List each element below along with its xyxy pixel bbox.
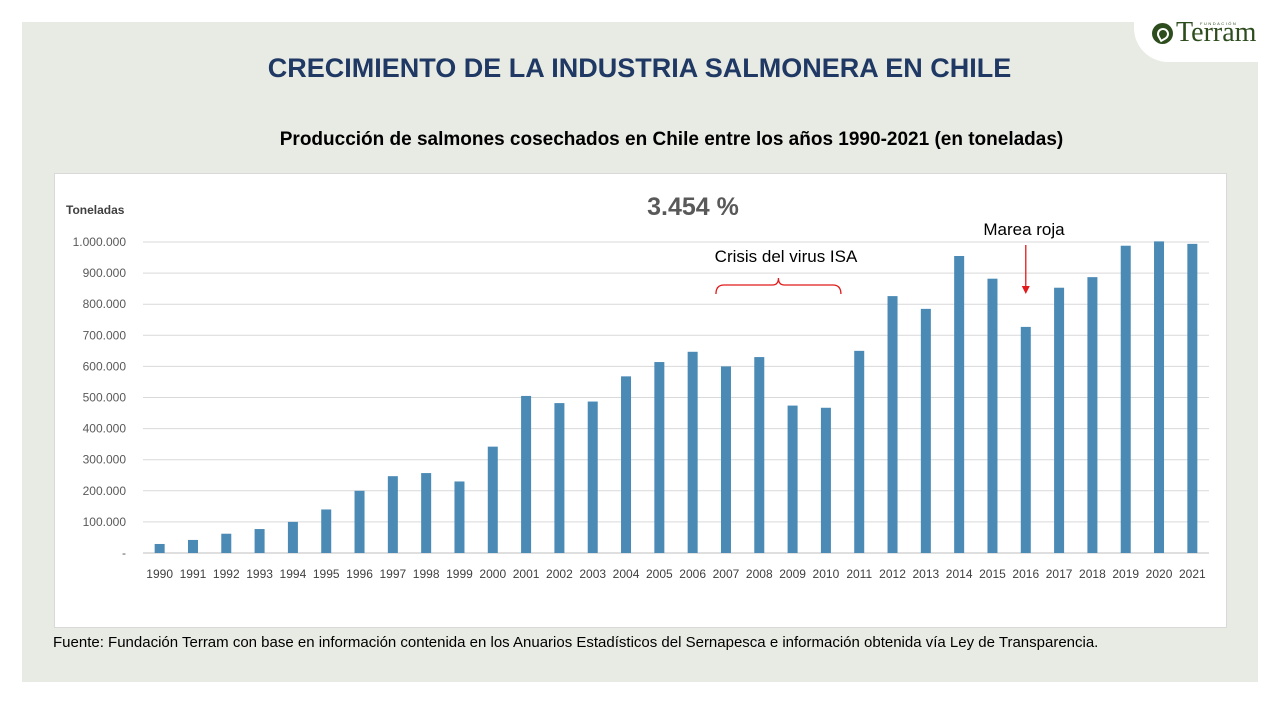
bar — [820, 407, 831, 553]
x-tick-label: 1996 — [346, 567, 373, 581]
x-tick-label: 2010 — [813, 567, 840, 581]
x-tick-label: 2005 — [646, 567, 673, 581]
bar — [887, 296, 898, 553]
source-note: Fuente: Fundación Terram con base en inf… — [53, 634, 1099, 651]
y-tick-label: 200.000 — [83, 484, 127, 498]
y-tick-label: 700.000 — [83, 328, 127, 342]
crisis-bracket — [715, 277, 842, 295]
x-tick-label: 1992 — [213, 567, 240, 581]
x-tick-label: 1994 — [280, 567, 307, 581]
y-tick-label: 100.000 — [83, 515, 127, 529]
x-tick-label: 2019 — [1112, 567, 1139, 581]
y-tick-label: 800.000 — [83, 297, 127, 311]
chart-panel — [54, 173, 1227, 628]
bar — [987, 278, 998, 553]
bar — [1187, 243, 1198, 553]
bar — [354, 490, 365, 553]
bar — [587, 401, 598, 553]
x-tick-label: 2012 — [879, 567, 906, 581]
y-tick-label: - — [122, 546, 126, 560]
bar — [221, 533, 232, 553]
bar — [154, 543, 165, 553]
bar — [187, 539, 198, 553]
x-tick-label: 2018 — [1079, 567, 1106, 581]
bar — [720, 366, 731, 553]
x-tick-label: 1990 — [146, 567, 173, 581]
growth-annotation: 3.454 % — [647, 193, 739, 221]
x-tick-label: 2008 — [746, 567, 773, 581]
x-tick-label: 2009 — [779, 567, 806, 581]
x-tick-label: 2002 — [546, 567, 573, 581]
chart-title: Producción de salmones cosechados en Chi… — [279, 129, 1064, 150]
page-title: CRECIMIENTO DE LA INDUSTRIA SALMONERA EN… — [267, 53, 1012, 83]
x-tick-label: 1991 — [180, 567, 207, 581]
bar — [421, 473, 432, 553]
bar — [321, 509, 332, 553]
bar — [1120, 245, 1131, 553]
red-tide-arrow-head — [1021, 286, 1030, 294]
bar — [787, 405, 798, 553]
x-tick-label: 2007 — [713, 567, 740, 581]
bar — [621, 376, 632, 553]
x-tick-label: 2004 — [613, 567, 640, 581]
x-tick-label: 2015 — [979, 567, 1006, 581]
bar — [954, 255, 965, 553]
x-tick-label: 2003 — [579, 567, 606, 581]
x-tick-label: 2016 — [1012, 567, 1039, 581]
y-tick-label: 400.000 — [83, 422, 127, 436]
bar — [754, 357, 765, 553]
leaf-icon — [1152, 22, 1173, 44]
y-tick-label: 300.000 — [83, 453, 127, 467]
bar — [454, 481, 465, 553]
x-tick-label: 2001 — [513, 567, 540, 581]
x-tick-label: 1993 — [246, 567, 273, 581]
y-tick-label: 1.000.000 — [73, 235, 127, 249]
x-tick-label: 1999 — [446, 567, 473, 581]
logo-name: Terram — [1176, 17, 1257, 48]
x-tick-label: 2013 — [912, 567, 939, 581]
x-tick-label: 1995 — [313, 567, 340, 581]
x-tick-label: 1998 — [413, 567, 440, 581]
crisis-annotation-label: Crisis del virus ISA — [715, 247, 858, 266]
y-tick-label: 600.000 — [83, 359, 127, 373]
x-tick-label: 2020 — [1146, 567, 1173, 581]
x-tick-label: 1997 — [379, 567, 406, 581]
bar — [1154, 241, 1165, 554]
bar — [687, 351, 698, 553]
x-tick-label: 2017 — [1046, 567, 1073, 581]
bar — [1020, 326, 1031, 553]
bar — [521, 395, 532, 553]
bar — [487, 446, 498, 553]
bar — [854, 350, 865, 553]
red-tide-annotation-label: Marea roja — [983, 220, 1065, 239]
bar — [654, 362, 665, 553]
y-tick-label: 900.000 — [83, 266, 127, 280]
x-tick-label: 2000 — [479, 567, 506, 581]
bar — [1054, 287, 1065, 553]
logo-small-text: FUNDACIÓN — [1200, 21, 1238, 26]
bar — [554, 403, 565, 553]
y-tick-label: 500.000 — [83, 391, 127, 405]
bar — [920, 308, 931, 553]
bar — [387, 476, 398, 553]
x-tick-label: 2021 — [1179, 567, 1206, 581]
bar — [287, 521, 298, 553]
bar — [254, 529, 265, 553]
terram-logo: Terram — [1152, 18, 1256, 48]
x-tick-label: 2014 — [946, 567, 973, 581]
y-axis-label: Toneladas — [66, 203, 125, 217]
x-tick-label: 2006 — [679, 567, 706, 581]
bar — [1087, 277, 1098, 553]
x-tick-label: 2011 — [846, 567, 872, 581]
